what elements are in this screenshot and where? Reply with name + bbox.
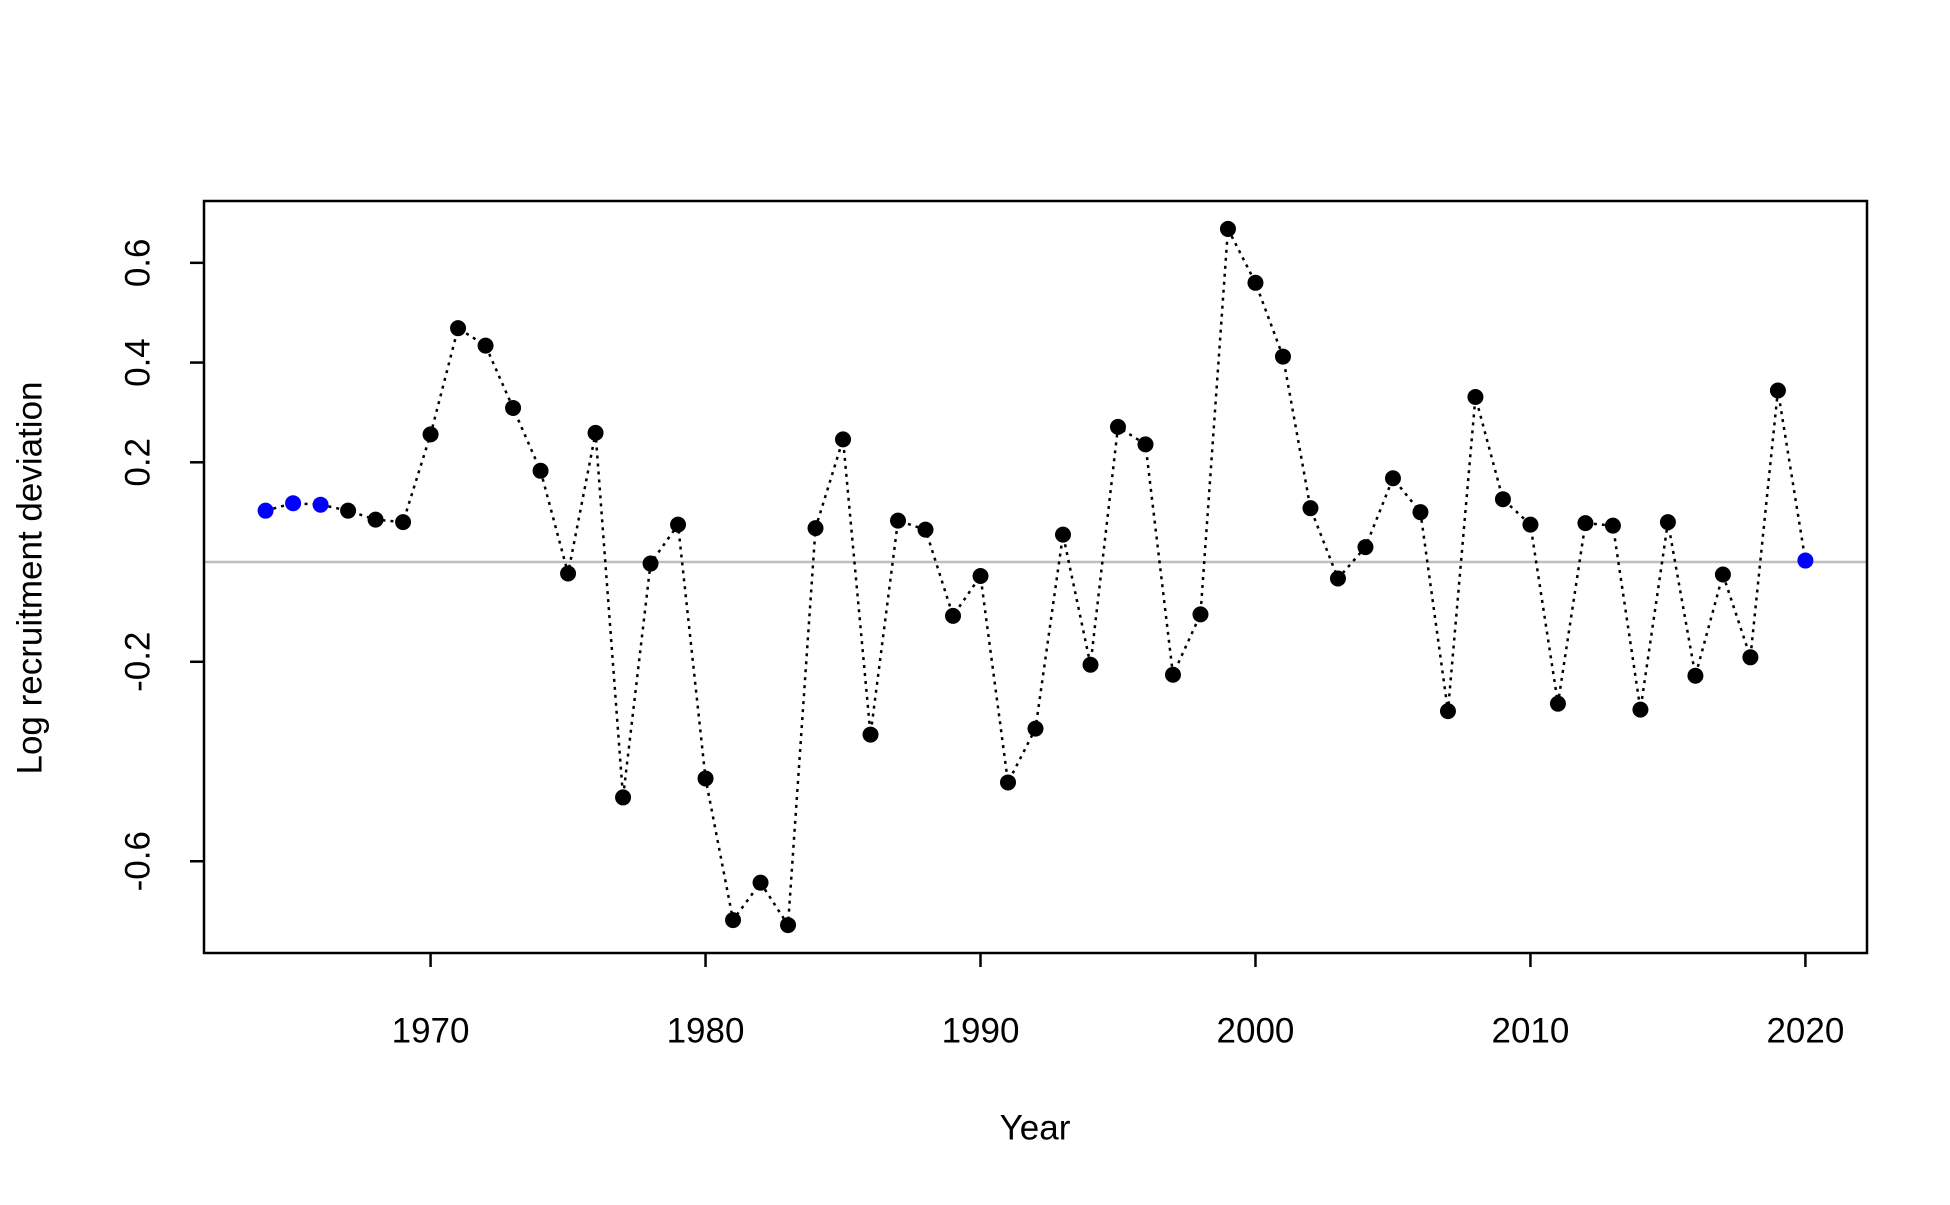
y-tick-label: 0.2 (118, 438, 157, 487)
data-point (1549, 695, 1566, 712)
data-point (1109, 418, 1126, 435)
data-point (807, 520, 824, 537)
x-tick-label: 2020 (1766, 1011, 1844, 1050)
data-point (1302, 500, 1319, 517)
data-point (340, 502, 357, 519)
x-tick-label: 1980 (667, 1011, 745, 1050)
series-line (265, 224, 1807, 929)
data-point (1577, 515, 1594, 532)
data-point (1467, 388, 1484, 405)
data-point (312, 496, 329, 513)
data-point (1137, 436, 1154, 453)
data-point (532, 462, 549, 479)
data-point (1274, 348, 1291, 365)
data-point (1522, 516, 1539, 533)
data-point (285, 495, 302, 512)
data-point (780, 917, 797, 934)
data-point (1219, 220, 1236, 237)
data-point (972, 568, 989, 585)
data-point (752, 874, 769, 891)
data-point (1494, 491, 1511, 508)
data-point (1027, 720, 1044, 737)
data-point (587, 424, 604, 441)
data-point (1357, 539, 1374, 556)
data-point (1742, 649, 1759, 666)
data-point (395, 514, 412, 531)
x-tick-label: 1990 (942, 1011, 1020, 1050)
x-tick-label: 1970 (392, 1011, 470, 1050)
y-tick-label: 0.4 (118, 338, 157, 387)
data-point (1604, 517, 1621, 534)
data-point (1439, 703, 1456, 720)
x-tick-label: 2010 (1492, 1011, 1570, 1050)
data-point (1412, 504, 1429, 521)
data-point (725, 912, 742, 929)
data-point (1192, 606, 1209, 623)
data-point (835, 431, 852, 448)
data-point (917, 521, 934, 538)
y-tick-label: -0.6 (118, 831, 157, 891)
y-tick-label: -0.2 (118, 632, 157, 692)
data-point (1082, 656, 1099, 673)
data-point (862, 726, 879, 743)
data-point (1054, 526, 1071, 543)
data-point (697, 770, 714, 787)
data-point (1000, 774, 1017, 791)
data-point (1659, 514, 1676, 531)
data-point (1384, 470, 1401, 487)
data-point (1797, 552, 1814, 569)
data-point (642, 555, 659, 572)
data-point (1687, 667, 1704, 684)
data-point (1632, 701, 1649, 718)
data-point (1769, 382, 1786, 399)
data-point (505, 399, 522, 416)
x-tick-label: 2000 (1217, 1011, 1295, 1050)
y-tick-label: 0.6 (118, 239, 157, 288)
plot-frame (202, 199, 1869, 955)
data-point (1247, 274, 1264, 291)
data-point (367, 511, 384, 528)
data-point (890, 512, 907, 529)
data-point (1714, 566, 1731, 583)
data-point (477, 337, 494, 354)
data-point (257, 502, 274, 519)
data-point (1164, 666, 1181, 683)
y-axis-title: Log recruitment deviation (10, 382, 49, 775)
data-point (670, 516, 687, 533)
data-point (615, 789, 632, 806)
data-point (422, 426, 439, 443)
x-axis-title: Year (1000, 1108, 1071, 1147)
data-point (1329, 570, 1346, 587)
data-point (450, 320, 467, 337)
data-point (945, 607, 962, 624)
data-point (560, 565, 577, 582)
